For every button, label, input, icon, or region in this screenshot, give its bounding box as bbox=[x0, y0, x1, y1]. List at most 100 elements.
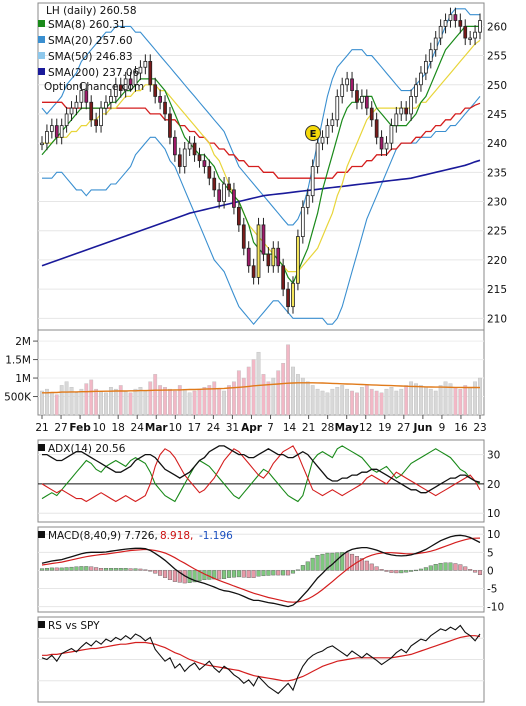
volume-bar bbox=[177, 385, 182, 416]
macd-histogram-bar bbox=[315, 555, 320, 571]
date-tick-label: Mar bbox=[145, 422, 169, 434]
volume-bar bbox=[251, 359, 256, 416]
macd-histogram-bar bbox=[330, 552, 335, 571]
macd-histogram-bar bbox=[89, 566, 94, 571]
price-legend: LH (daily) 260.58 SMA(8) 260.31 SMA(20) … bbox=[38, 5, 144, 93]
price-title: LH (daily) 260.58 bbox=[46, 5, 137, 17]
adx-y-axis: 10 20 30 bbox=[487, 450, 500, 521]
macd-y-axis: -10 -5 0 5 10 bbox=[487, 529, 504, 613]
volume-bar bbox=[394, 390, 399, 416]
legend-sma8: SMA(8) 260.31 bbox=[48, 19, 126, 31]
macd-histogram-bar bbox=[167, 570, 172, 581]
volume-bar bbox=[40, 390, 44, 416]
volume-bar bbox=[443, 381, 448, 416]
price-tick-label: 235 bbox=[487, 167, 507, 179]
price-y-axis: 210 215 220 225 230 235 240 245 250 255 260 bbox=[487, 21, 507, 325]
adx-tick-label: 20 bbox=[487, 479, 500, 491]
macd-histogram-bar bbox=[246, 570, 251, 578]
volume-bar bbox=[236, 370, 241, 416]
macd-histogram-bar bbox=[290, 570, 296, 574]
candle-body bbox=[335, 96, 340, 121]
earnings-marker-icon bbox=[305, 125, 321, 141]
volume-bar bbox=[202, 387, 207, 416]
volume-bar bbox=[163, 387, 167, 416]
volume-bar bbox=[271, 377, 276, 416]
date-tick-label: 28 bbox=[321, 422, 334, 434]
candle-body bbox=[89, 101, 94, 121]
volume-bar bbox=[305, 381, 310, 416]
candle-body bbox=[379, 136, 384, 150]
candle-body bbox=[419, 72, 423, 86]
date-tick-label: 16 bbox=[454, 422, 468, 434]
candle-body bbox=[473, 31, 477, 39]
macd-tick-label: -5 bbox=[487, 583, 497, 595]
candle-body bbox=[300, 206, 305, 237]
adx-label: ADX(14) 20.56 bbox=[48, 443, 126, 455]
volume-bar bbox=[153, 374, 158, 416]
volume-bar bbox=[300, 377, 305, 416]
candle-body bbox=[207, 166, 212, 179]
macd-tick-label: -10 bbox=[487, 602, 504, 614]
earnings-marker: E bbox=[305, 125, 321, 141]
minus-di-line bbox=[41, 445, 481, 503]
date-tick-label: 24 bbox=[131, 422, 145, 434]
volume-bar bbox=[419, 385, 423, 416]
volume-bar bbox=[133, 388, 138, 416]
sma200-line bbox=[41, 159, 481, 267]
candle-body bbox=[64, 113, 69, 127]
candle-body bbox=[133, 72, 138, 86]
candle-body bbox=[399, 107, 404, 115]
macd-histogram-bar bbox=[394, 570, 399, 574]
volume-bar bbox=[325, 392, 330, 416]
candle-body bbox=[478, 20, 482, 33]
macd-histogram-bar bbox=[99, 568, 104, 571]
macd-histogram-bar bbox=[458, 564, 463, 571]
candle-body bbox=[40, 142, 44, 146]
macd-histogram-bar bbox=[44, 568, 49, 571]
macd-histogram-bar bbox=[379, 569, 384, 571]
volume-bar bbox=[84, 383, 89, 416]
date-tick-label: Jun bbox=[412, 422, 432, 434]
macd-histogram-bar bbox=[463, 566, 468, 571]
adx-tick-label: 30 bbox=[487, 450, 500, 462]
macd-histogram-bar bbox=[128, 568, 133, 571]
macd-histogram-bar bbox=[108, 568, 113, 571]
candle-body bbox=[463, 25, 468, 39]
volume-bar bbox=[453, 387, 458, 416]
candle-body bbox=[266, 253, 271, 267]
candle-body bbox=[315, 142, 320, 167]
volume-bar bbox=[212, 381, 217, 416]
volume-bar bbox=[261, 374, 266, 416]
candle-body bbox=[49, 125, 54, 132]
volume-bar bbox=[399, 388, 404, 416]
macd-histogram-bar bbox=[286, 570, 291, 576]
candle-body bbox=[74, 101, 79, 109]
candle-body bbox=[153, 84, 158, 97]
candle-body bbox=[99, 107, 103, 127]
macd-histogram-bar bbox=[241, 570, 246, 578]
volume-bar bbox=[276, 370, 281, 416]
candle-body bbox=[109, 96, 113, 103]
macd-histogram-bar bbox=[374, 566, 379, 571]
macd-histogram-bar bbox=[84, 566, 89, 571]
volume-average bbox=[42, 382, 481, 394]
legend-swatch-sma8 bbox=[38, 20, 45, 27]
rs-panel: RS vs SPY bbox=[37, 616, 485, 703]
price-tick-label: 225 bbox=[487, 226, 507, 238]
volume-bar bbox=[448, 383, 453, 416]
candle-body bbox=[364, 96, 369, 109]
macd-histogram-bar bbox=[320, 553, 325, 571]
date-tick-label: 14 bbox=[283, 422, 297, 434]
macd-histogram-bar bbox=[79, 566, 84, 571]
macd-histogram-bar bbox=[305, 561, 310, 571]
date-tick-label: 18 bbox=[111, 422, 124, 434]
date-tick-label: Apr bbox=[241, 422, 263, 434]
candle-body bbox=[345, 78, 349, 86]
price-tick-label: 210 bbox=[487, 313, 507, 325]
legend-swatch-macd bbox=[38, 531, 45, 538]
candle-body bbox=[409, 96, 413, 115]
candle-body bbox=[310, 166, 315, 197]
volume-bar bbox=[168, 388, 172, 416]
candle-body bbox=[340, 84, 345, 97]
macd-tick-label: 5 bbox=[487, 547, 494, 559]
